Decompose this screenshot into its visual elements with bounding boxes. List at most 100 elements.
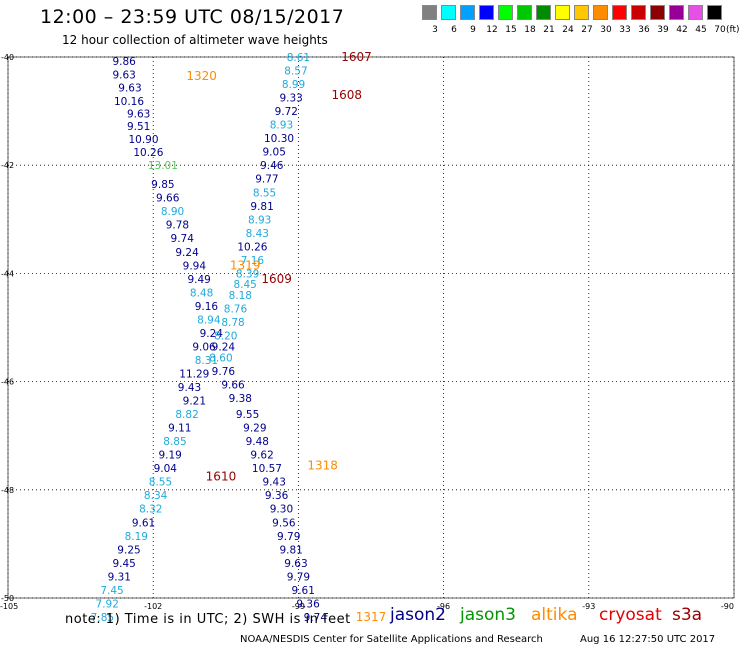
scale-label: 70 bbox=[714, 25, 726, 35]
swh-value: 9.63 bbox=[284, 558, 307, 570]
lat-tick-label: -46 bbox=[1, 378, 14, 387]
swh-value: 9.36 bbox=[265, 490, 289, 502]
swh-value: 9.24 bbox=[175, 247, 199, 259]
scale-units: (ft) bbox=[726, 25, 740, 35]
legend-jason3: jason3 bbox=[460, 605, 516, 625]
scale-label: 33 bbox=[619, 25, 631, 35]
pass-time-label: 1317 bbox=[356, 610, 387, 624]
lon-tick-label: -90 bbox=[721, 602, 734, 611]
scale-label: 30 bbox=[600, 25, 612, 35]
swh-value: 9.86 bbox=[112, 56, 136, 68]
swh-value: 10.57 bbox=[252, 463, 282, 475]
pass-time-label: 1608 bbox=[332, 88, 363, 102]
swh-value: 10.26 bbox=[237, 241, 267, 253]
scale-label: 3 bbox=[432, 25, 438, 35]
lat-tick-label: -42 bbox=[1, 161, 14, 170]
swh-value: 8.99 bbox=[282, 79, 305, 91]
swh-value: 9.74 bbox=[171, 233, 195, 245]
swh-value: 9.55 bbox=[236, 409, 259, 421]
swh-value: 10.90 bbox=[128, 134, 158, 146]
swh-value: 8.82 bbox=[175, 409, 198, 421]
swh-value: 9.25 bbox=[117, 544, 140, 556]
swh-value: 9.79 bbox=[287, 571, 310, 583]
swh-value: 9.79 bbox=[277, 531, 300, 543]
scale-swatch bbox=[517, 5, 532, 20]
swh-value: 9.21 bbox=[183, 396, 206, 408]
swh-value: 9.29 bbox=[243, 423, 266, 435]
swh-value: 8.19 bbox=[125, 531, 148, 543]
swh-value: 9.24 bbox=[212, 341, 236, 353]
swh-value: 8.18 bbox=[229, 290, 252, 302]
pass-time-label: 1607 bbox=[341, 50, 372, 64]
generated-timestamp: Aug 16 12:27:50 UTC 2017 bbox=[580, 634, 716, 645]
swh-value: 9.63 bbox=[112, 69, 135, 81]
swh-value: 8.93 bbox=[248, 214, 271, 226]
swh-value: 9.72 bbox=[275, 106, 298, 118]
swh-value: 8.20 bbox=[214, 331, 237, 343]
lon-tick-label: -102 bbox=[144, 602, 162, 611]
pass-time-label: 1609 bbox=[261, 272, 292, 286]
scale-swatch bbox=[650, 5, 665, 20]
scale-label: 21 bbox=[543, 25, 555, 35]
scale-swatch bbox=[707, 5, 722, 20]
swh-value: 10.26 bbox=[133, 147, 163, 159]
swh-value: 9.81 bbox=[279, 544, 302, 556]
swh-value: 9.51 bbox=[127, 121, 150, 133]
swh-value: 9.66 bbox=[221, 379, 245, 391]
scale-label: 27 bbox=[581, 25, 593, 35]
lon-tick-label: -105 bbox=[0, 602, 18, 611]
swh-value: 7.45 bbox=[100, 585, 123, 597]
swh-value: 8.39 bbox=[236, 268, 259, 280]
legend-cryosat: cryosat bbox=[599, 605, 662, 625]
scale-label: 36 bbox=[638, 25, 650, 35]
swh-value: 9.45 bbox=[112, 558, 135, 570]
scale-swatch bbox=[612, 5, 627, 20]
swh-value: 9.16 bbox=[195, 301, 219, 313]
scale-swatch bbox=[631, 5, 646, 20]
swh-value: 9.94 bbox=[183, 260, 207, 272]
swh-value: 9.33 bbox=[279, 93, 302, 105]
swh-value: 8.31 bbox=[195, 355, 218, 367]
swh-value: 9.05 bbox=[263, 147, 286, 159]
lat-tick-label: -48 bbox=[1, 486, 14, 495]
legend-s3a: s3a bbox=[672, 605, 703, 625]
scale-swatch bbox=[574, 5, 589, 20]
scale-label: 9 bbox=[470, 25, 476, 35]
swh-value: 7.16 bbox=[241, 255, 265, 267]
swh-value: 9.63 bbox=[127, 108, 150, 120]
swh-value: 9.19 bbox=[158, 450, 181, 462]
swh-value: 8.45 bbox=[233, 279, 256, 291]
lat-tick-label: -40 bbox=[1, 53, 14, 62]
scale-swatch bbox=[441, 5, 456, 20]
swh-value: 9.61 bbox=[132, 517, 155, 529]
legend-jason2: jason2 bbox=[390, 605, 446, 625]
scale-swatch bbox=[479, 5, 494, 20]
swh-value: 8.34 bbox=[144, 490, 168, 502]
swh-value: 10.16 bbox=[114, 96, 144, 108]
swh-value: 11.29 bbox=[179, 368, 209, 380]
swh-value: 9.78 bbox=[166, 220, 189, 232]
swh-value: 8.78 bbox=[221, 317, 244, 329]
swh-value: 9.56 bbox=[272, 517, 296, 529]
swh-value: 8.55 bbox=[149, 477, 172, 489]
lon-tick-label: -93 bbox=[582, 602, 595, 611]
footnote: note: 1) Time is in UTC; 2) SWH is in fe… bbox=[65, 612, 351, 627]
scale-swatch bbox=[536, 5, 551, 20]
swh-value: 9.31 bbox=[108, 571, 131, 583]
swh-value: 8.32 bbox=[139, 504, 162, 516]
lon-tick-label: -96 bbox=[437, 602, 450, 611]
swh-value: 8.94 bbox=[197, 314, 221, 326]
swh-value: 8.61 bbox=[287, 52, 310, 64]
swh-value: 9.74 bbox=[304, 612, 328, 624]
scale-label: 12 bbox=[486, 25, 498, 35]
pass-time-label: 1320 bbox=[186, 69, 217, 83]
swh-value: 8.57 bbox=[284, 66, 307, 78]
swh-value: 9.61 bbox=[292, 585, 315, 597]
swh-value: 9.36 bbox=[296, 598, 320, 610]
scale-swatch bbox=[593, 5, 608, 20]
swh-value: 9.43 bbox=[178, 382, 201, 394]
scale-label: 45 bbox=[695, 25, 707, 35]
swh-value: 9.77 bbox=[255, 174, 278, 186]
swh-value: 9.06 bbox=[192, 341, 216, 353]
